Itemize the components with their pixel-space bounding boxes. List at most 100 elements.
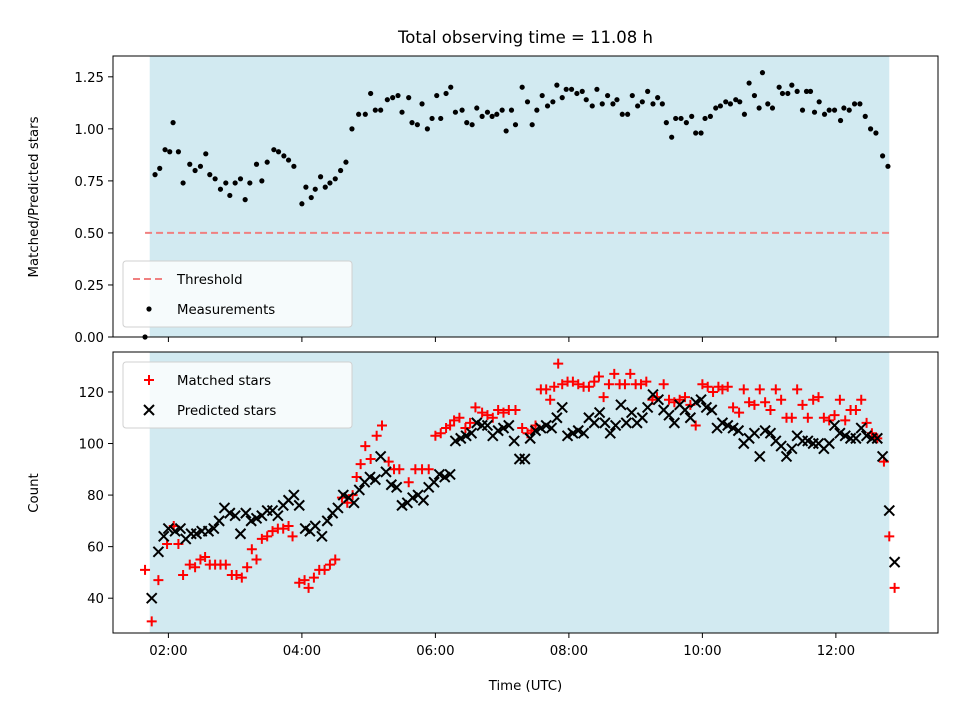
data-point [635, 379, 646, 390]
data-point [469, 122, 475, 128]
data-point [829, 410, 840, 421]
data-point [734, 407, 745, 418]
data-point [708, 386, 719, 397]
data-point [707, 113, 713, 119]
data-point [190, 562, 201, 573]
data-point [317, 174, 324, 180]
data-point [641, 376, 652, 387]
x-tick-label: 02:00 [149, 644, 187, 659]
data-point [589, 103, 595, 109]
data-point [275, 149, 282, 155]
data-point [465, 417, 476, 428]
data-point [299, 201, 305, 207]
data-point [353, 484, 366, 496]
data-point [308, 572, 319, 583]
data-point [786, 442, 798, 455]
bottom-y-axis-label: Count [27, 473, 42, 513]
data-point [629, 92, 635, 99]
legend: Matched stars Predicted stars [122, 361, 353, 429]
data-point [563, 86, 569, 92]
data-point [663, 120, 669, 126]
x-tick-label: 12:00 [817, 644, 855, 659]
data-point [192, 167, 198, 174]
data-point [519, 453, 531, 465]
data-point [435, 428, 446, 439]
y-tick-label: 1.00 [74, 123, 104, 138]
data-point [751, 92, 758, 99]
data-point [754, 450, 766, 463]
data-point [162, 147, 168, 153]
data-point [609, 419, 622, 432]
data-point [234, 528, 247, 540]
y-tick-label: 40 [87, 592, 104, 607]
data-point [871, 432, 883, 445]
data-point [178, 569, 189, 580]
x-tick-label: 06:00 [416, 644, 454, 659]
data-point [264, 159, 270, 165]
data-point [443, 90, 449, 97]
data-point [789, 82, 795, 88]
data-point [786, 412, 797, 423]
data-point [477, 407, 488, 418]
data-point [684, 412, 697, 424]
data-point [888, 556, 901, 568]
data-point [403, 477, 414, 488]
data-point [223, 180, 229, 186]
data-point [567, 376, 578, 387]
data-point [834, 394, 845, 405]
data-point [733, 97, 739, 103]
data-point [322, 184, 328, 190]
data-point [816, 99, 822, 105]
data-point [673, 115, 679, 122]
data-point [794, 88, 800, 94]
y-tick-label: 80 [87, 489, 104, 504]
data-point [236, 572, 247, 583]
data-point [459, 107, 465, 113]
data-point [184, 559, 195, 570]
data-point [288, 489, 300, 501]
data-point [776, 84, 782, 90]
data-point [695, 393, 707, 406]
data-point [362, 111, 368, 117]
data-point [368, 90, 374, 97]
data-point [550, 99, 556, 105]
data-point [568, 86, 575, 92]
data-point [663, 409, 675, 421]
data-point [529, 122, 535, 128]
data-point [826, 107, 832, 113]
data-point [327, 180, 333, 186]
data-point [841, 105, 847, 111]
data-point [256, 533, 267, 544]
data-point [157, 165, 163, 171]
data-point [693, 130, 699, 136]
data-point [267, 526, 278, 537]
data-point [808, 394, 819, 405]
data-point [579, 88, 585, 94]
data-point [312, 186, 318, 192]
data-point [650, 101, 656, 107]
data-point [319, 564, 330, 575]
data-point [765, 405, 776, 416]
data-point [861, 417, 872, 428]
data-point [229, 509, 241, 522]
data-point [419, 101, 425, 107]
data-point [429, 115, 435, 122]
legend-marker [143, 404, 155, 416]
data-point [593, 371, 604, 382]
data-point [380, 466, 392, 478]
data-point [551, 412, 563, 424]
data-point [465, 427, 478, 439]
data-point [152, 546, 165, 558]
panel-0: 0.00 0.25 0.50 0.75 1.00 1.25 Threshold Measure… [74, 55, 939, 346]
data-point [652, 393, 665, 406]
data-point [517, 423, 528, 434]
data-point [360, 441, 371, 452]
data-point [539, 92, 545, 99]
data-point [679, 404, 691, 416]
data-point [175, 149, 182, 155]
data-point [309, 520, 321, 532]
data-point [744, 397, 755, 408]
data-point [831, 107, 838, 113]
data-point [197, 163, 204, 169]
